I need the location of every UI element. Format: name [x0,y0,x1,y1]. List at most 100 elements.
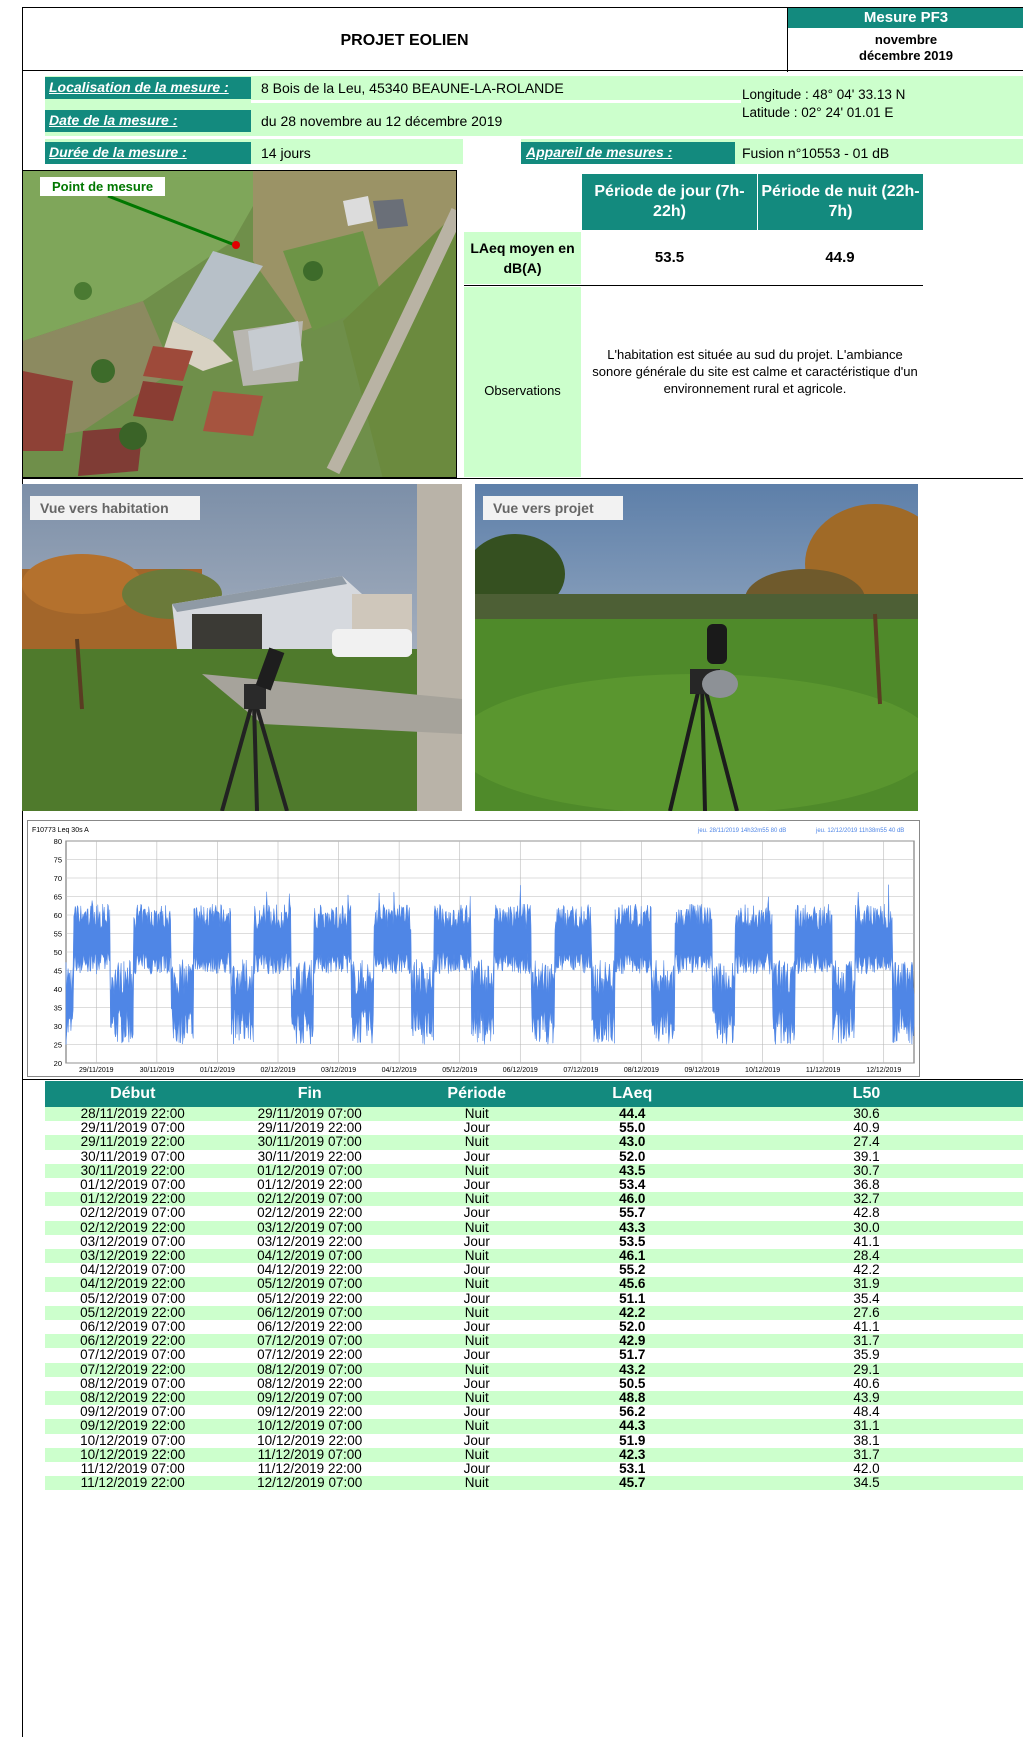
y-tick-label: 35 [54,1004,62,1013]
end-cell: 06/12/2019 22:00 [257,1319,363,1335]
laeq-cell: 45.6 [554,1277,710,1292]
table-row: 29/11/2019 22:00 30/11/2019 07:00 Nuit 43.0… [45,1135,1023,1150]
start-cell: 01/12/2019 07:00 [80,1177,186,1193]
l50-cell: 41.1 [853,1319,880,1335]
end-cell: 05/12/2019 07:00 [220,1277,399,1292]
start-cell: 10/12/2019 22:00 [45,1447,221,1463]
y-tick-label: 40 [54,985,62,994]
date-label: Date de la mesure : [45,110,251,132]
summary-rule [464,285,923,286]
period-cell: Nuit [398,1305,555,1321]
x-tick-label: 02/12/2019 [260,1067,295,1074]
table-row: 05/12/2019 07:00 05/12/2019 22:00 Jour 51.1… [45,1291,1023,1306]
laeq-cell: 53.4 [619,1177,646,1193]
end-cell: 09/12/2019 07:00 [220,1390,399,1406]
appareil-value: Fusion n°10553 - 01 dB [742,145,890,161]
table-row: 03/12/2019 22:00 04/12/2019 07:00 Nuit 46.1… [45,1248,1023,1264]
end-cell: 08/12/2019 22:00 [257,1375,363,1391]
laeq-cell: 43.2 [554,1362,710,1377]
l50-cell: 31.7 [709,1334,1023,1349]
end-cell: 01/12/2019 07:00 [220,1163,399,1179]
period-cell: Nuit [398,1163,555,1179]
y-tick-label: 80 [54,837,62,846]
point-label: Point de mesure [40,177,166,196]
obs-label: Observations [484,383,561,398]
y-tick-label: 20 [54,1059,62,1068]
x-tick-label: 11/12/2019 [806,1067,841,1074]
longitude: Longitude : 48° 04' 33.13 N [742,87,906,102]
end-cell: 03/12/2019 22:00 [257,1233,363,1249]
start-cell: 04/12/2019 22:00 [45,1277,221,1292]
table-row: 11/12/2019 07:00 11/12/2019 22:00 Jour 53.1… [45,1461,1023,1476]
x-tick-label: 12/12/2019 [866,1067,901,1074]
l50-cell: 36.8 [853,1177,880,1193]
period-cell: Nuit [398,1362,555,1377]
period-cell: Nuit [398,1248,555,1264]
white-divider-2 [45,136,1023,139]
l50-cell: 31.9 [709,1277,1023,1292]
obs-text: L'habitation est située au sud du projet… [592,347,918,396]
mesure-label: Mesure PF3 [788,8,1023,28]
laeq-cell: 42.9 [554,1334,710,1349]
l50-cell: 40.9 [853,1120,880,1136]
x-tick-label: 01/12/2019 [200,1067,235,1074]
period-cell: Jour [463,1375,490,1391]
start-cell: 08/12/2019 07:00 [80,1375,186,1391]
chart-bottom-rule [22,1079,1023,1080]
day-header-text: Période de jour (7h-22h) [594,183,745,220]
table-header-row: Début Fin Période LAeq L50 [45,1081,1023,1107]
y-tick-label: 25 [54,1041,62,1050]
period-cell: Jour [463,1347,490,1363]
photo-right: Vue vers projet [475,484,918,811]
night-header: Période de nuit (22h-7h) [757,174,923,230]
period-cell: Nuit [398,1135,555,1150]
start-cell: 03/12/2019 22:00 [45,1248,221,1264]
start-cell: 07/12/2019 22:00 [45,1362,221,1377]
table-row: 28/11/2019 22:00 29/11/2019 07:00 Nuit 44.4… [45,1106,1023,1122]
start-cell: 29/11/2019 22:00 [45,1135,221,1150]
l50-cell: 31.7 [709,1447,1023,1463]
table-row: 08/12/2019 22:00 09/12/2019 07:00 Nuit 48.8… [45,1390,1023,1406]
table-row: 07/12/2019 07:00 07/12/2019 22:00 Jour 51.7… [45,1348,1023,1362]
l50-cell: 41.1 [853,1233,880,1249]
day-header: Période de jour (7h-22h) [582,174,757,230]
table-row: 01/12/2019 07:00 01/12/2019 22:00 Jour 53.4… [45,1177,1023,1193]
end-cell: 04/12/2019 22:00 [257,1262,363,1278]
start-cell: 28/11/2019 22:00 [45,1106,221,1122]
period-line1: novembre [874,32,938,47]
x-tick-label: 10/12/2019 [745,1067,780,1074]
period-cell: Nuit [398,1334,555,1349]
l50-cell: 35.9 [853,1347,880,1363]
end-cell: 08/12/2019 07:00 [220,1362,399,1377]
laeq-cell: 43.3 [554,1220,710,1235]
laeq-cell: 52.0 [619,1319,646,1335]
column-header: Début [45,1081,221,1107]
header: PROJET EOLIEN Mesure PF3 novembre décemb… [22,7,1023,72]
table-row: 29/11/2019 07:00 29/11/2019 22:00 Jour 55.0… [45,1121,1023,1135]
start-cell: 01/12/2019 22:00 [45,1192,221,1207]
laeq-label-text: LAeq moyen en dB(A) [470,240,575,276]
aerial-map-graphic [23,171,456,477]
laeq-cell: 52.0 [619,1148,646,1164]
laeq-cell: 51.9 [619,1432,646,1448]
end-cell: 02/12/2019 07:00 [220,1192,399,1207]
table-row: 01/12/2019 22:00 02/12/2019 07:00 Nuit 46.0… [45,1192,1023,1207]
l50-cell: 43.9 [709,1390,1023,1406]
date-value: du 28 novembre au 12 décembre 2019 [261,113,503,129]
night-header-text: Période de nuit (22h-7h) [761,183,920,220]
laeq-cell: 55.7 [619,1205,646,1221]
start-cell: 30/11/2019 22:00 [45,1163,221,1179]
period-cell: Jour [463,1148,490,1164]
period-cell: Nuit [398,1192,555,1207]
laeq-cell: 44.3 [554,1419,710,1434]
end-cell: 01/12/2019 22:00 [257,1177,363,1193]
chart-header-right-2: jeu. 12/12/2019 11h38m55 40 dB [815,828,904,834]
period-cell: Jour [463,1120,490,1136]
end-cell: 12/12/2019 07:00 [220,1476,399,1491]
period-cell: Jour [463,1233,490,1249]
laeq-cell: 53.5 [619,1233,646,1249]
laeq-cell: 44.4 [554,1106,710,1122]
period-cell: Nuit [398,1106,555,1122]
start-cell: 05/12/2019 22:00 [45,1305,221,1321]
chart-frame: F10773 Leq 30s A jeu. 28/11/2019 14h32m55… [27,820,920,1077]
